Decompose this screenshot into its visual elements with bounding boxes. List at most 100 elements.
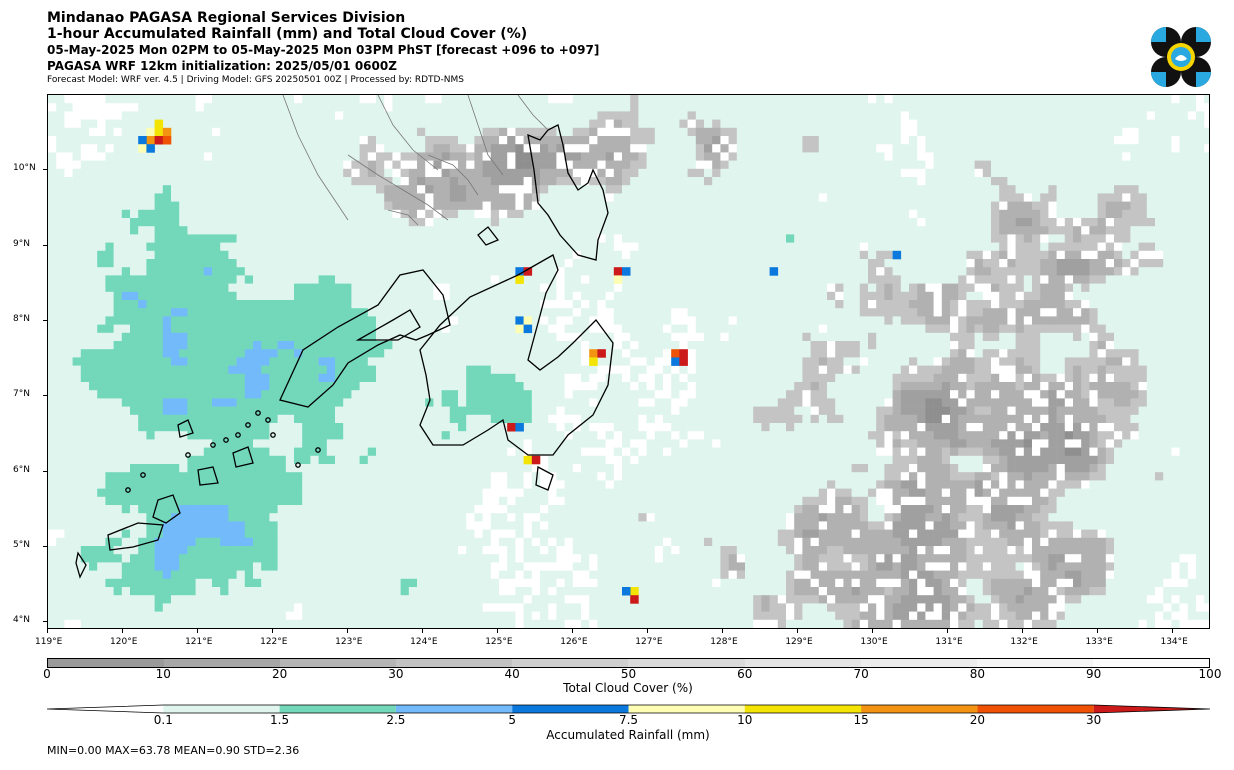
grid-cell xyxy=(802,308,811,317)
grid-cell xyxy=(925,127,934,137)
grid-cell xyxy=(335,185,344,194)
grid-cell xyxy=(1163,234,1172,243)
grid-cell xyxy=(933,234,943,243)
grid-cell xyxy=(753,119,762,129)
grid-cell xyxy=(64,275,73,284)
grid-cell xyxy=(556,103,565,112)
grid-cell xyxy=(966,201,975,211)
grid-cell xyxy=(121,95,131,104)
grid-cell xyxy=(244,324,254,334)
grid-cell xyxy=(474,193,483,202)
grid-cell xyxy=(72,209,82,219)
grid-cell xyxy=(958,316,967,325)
grid-cell xyxy=(835,160,844,170)
grid-cell xyxy=(671,136,680,145)
grid-cell xyxy=(1081,365,1090,375)
grid-cell xyxy=(1097,209,1107,219)
grid-cell xyxy=(515,144,524,153)
grid-cell xyxy=(72,291,82,301)
grid-cell xyxy=(1089,308,1098,317)
grid-cell xyxy=(400,103,410,112)
grid-cell xyxy=(843,316,852,325)
grid-cell xyxy=(154,283,164,293)
grid-cell xyxy=(1081,283,1090,293)
grid-cell xyxy=(72,111,82,120)
grid-cell xyxy=(302,300,311,309)
grid-cell xyxy=(244,95,254,104)
grid-cell xyxy=(294,226,303,235)
grid-cell xyxy=(1097,185,1107,194)
grid-cell xyxy=(236,341,246,350)
grid-cell xyxy=(72,201,82,211)
grid-cell xyxy=(130,234,139,243)
grid-cell xyxy=(1097,201,1107,211)
grid-cell xyxy=(900,160,910,170)
grid-cell xyxy=(843,341,852,350)
grid-cell xyxy=(1204,324,1209,334)
grid-cell xyxy=(548,111,557,120)
grid-cell xyxy=(1040,357,1049,366)
grid-cell xyxy=(130,242,139,252)
grid-cell xyxy=(499,259,508,268)
grid-cell xyxy=(56,226,65,235)
grid-cell xyxy=(958,357,967,366)
grid-cell xyxy=(638,373,647,383)
grid-cell xyxy=(449,209,459,219)
grid-cell xyxy=(146,103,155,112)
grid-cell xyxy=(630,177,639,186)
grid-cell xyxy=(253,185,262,194)
grid-cell xyxy=(679,250,688,260)
grid-cell xyxy=(326,226,336,235)
grid-cell xyxy=(359,259,369,268)
grid-cell xyxy=(704,259,713,268)
map-canvas[interactable] xyxy=(48,95,1210,629)
grid-cell xyxy=(761,259,770,268)
grid-cell xyxy=(704,341,713,350)
grid-cell xyxy=(892,152,902,161)
grid-cell xyxy=(499,144,508,153)
grid-cell xyxy=(343,111,352,120)
grid-cell xyxy=(351,324,360,334)
grid-cell xyxy=(982,218,992,227)
grid-cell xyxy=(72,103,82,112)
grid-cell xyxy=(769,234,779,243)
grid-cell xyxy=(654,152,664,161)
grid-cell xyxy=(810,291,820,301)
grid-cell xyxy=(1179,291,1189,301)
map-panel[interactable] xyxy=(47,94,1210,629)
grid-cell xyxy=(900,103,910,112)
grid-cell xyxy=(663,168,672,178)
grid-cell xyxy=(892,119,902,129)
grid-cell xyxy=(187,382,196,391)
grid-cell xyxy=(892,160,902,170)
grid-cell xyxy=(97,168,106,178)
grid-cell xyxy=(572,283,582,293)
grid-cell xyxy=(1114,177,1123,186)
grid-cell xyxy=(187,95,196,104)
grid-cell xyxy=(802,259,811,268)
grid-cell xyxy=(56,119,65,129)
grid-cell xyxy=(1187,103,1197,112)
grid-cell xyxy=(1179,365,1189,375)
grid-cell xyxy=(269,291,278,301)
grid-cell xyxy=(1146,127,1156,137)
grid-cell xyxy=(269,177,278,186)
grid-cell xyxy=(236,349,246,358)
grid-cell xyxy=(351,267,360,276)
grid-cell xyxy=(121,365,131,375)
grid-cell xyxy=(187,324,196,334)
grid-cell xyxy=(515,193,524,202)
grid-cell xyxy=(1097,152,1107,161)
grid-cell xyxy=(212,382,221,391)
grid-cell xyxy=(974,242,984,252)
grid-cell xyxy=(900,127,910,137)
grid-cell xyxy=(466,365,475,375)
grid-cell xyxy=(89,357,98,366)
grid-cell xyxy=(794,308,803,317)
grid-cell xyxy=(1196,250,1205,260)
grid-cell xyxy=(761,95,770,104)
grid-cell xyxy=(343,259,352,268)
grid-cell xyxy=(802,341,811,350)
grid-cell xyxy=(1015,324,1025,334)
grid-cell xyxy=(761,332,770,342)
